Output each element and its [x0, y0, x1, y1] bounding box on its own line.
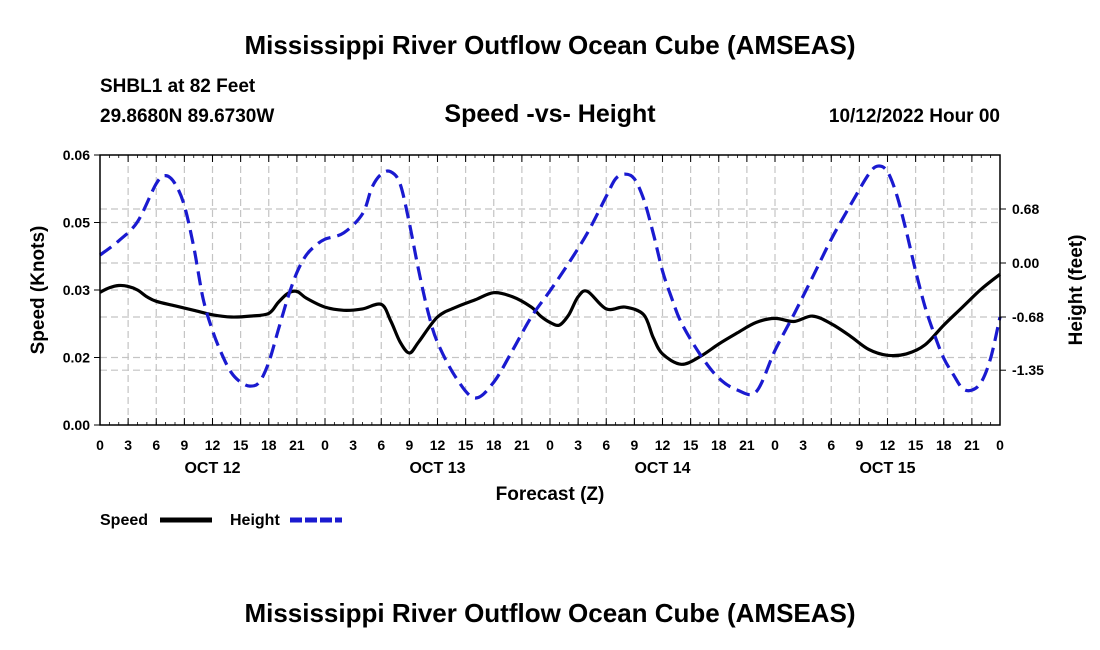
x-tick-label: 6 [602, 437, 610, 453]
x-tick-label: 21 [289, 437, 305, 453]
x-tick-label: 9 [180, 437, 188, 453]
x-tick-label: 3 [124, 437, 132, 453]
x-tick-label: 15 [458, 437, 474, 453]
x-day-label: OCT 13 [409, 460, 465, 477]
x-tick-label: 3 [799, 437, 807, 453]
main-title: Mississippi River Outflow Ocean Cube (AM… [244, 30, 856, 60]
x-day-label: OCT 15 [859, 460, 915, 477]
legend-label-speed: Speed [100, 512, 148, 529]
x-tick-label: 12 [430, 437, 446, 453]
y-axis-label: Speed (Knots) [28, 226, 49, 355]
x-tick-label: 3 [574, 437, 582, 453]
y2-tick-label: -1.35 [1012, 362, 1044, 378]
y2-tick-label: 0.68 [1012, 201, 1039, 217]
x-tick-label: 18 [936, 437, 952, 453]
x-tick-label: 12 [205, 437, 221, 453]
y2-axis-label: Height (feet) [1066, 235, 1087, 346]
x-tick-label: 12 [655, 437, 671, 453]
y-tick-label: 0.03 [63, 282, 90, 298]
series-line-speed [99, 273, 1001, 366]
y-tick-label: 0.06 [63, 147, 90, 163]
y2-tick-label: -0.68 [1012, 309, 1044, 325]
x-axis-label: Forecast (Z) [496, 484, 605, 505]
x-tick-label: 15 [233, 437, 249, 453]
forecast-date: 10/12/2022 Hour 00 [828, 106, 1000, 127]
x-tick-label: 9 [855, 437, 863, 453]
tick-layer: 0 3 6 9 12 15 18 21 0 3 6 9 12 15 18 21 0 3 6 9 12 15 18 21 0 3 6 9… [63, 147, 1044, 477]
plot-title: Speed -vs- Height [444, 100, 656, 128]
legend: Speed Height [100, 512, 342, 529]
x-tick-label: 21 [739, 437, 755, 453]
x-tick-label: 21 [514, 437, 530, 453]
series-layer [99, 164, 1002, 400]
legend-label-height: Height [230, 512, 280, 529]
x-tick-label: 3 [349, 437, 357, 453]
repeat-title: Mississippi River Outflow Ocean Cube (AM… [244, 598, 856, 628]
x-tick-label: 12 [880, 437, 896, 453]
x-tick-label: 0 [996, 437, 1004, 453]
y-tick-label: 0.05 [63, 215, 90, 231]
x-tick-label: 15 [683, 437, 699, 453]
x-tick-label: 0 [321, 437, 329, 453]
x-tick-label: 6 [377, 437, 385, 453]
y2-tick-label: 0.00 [1012, 255, 1039, 271]
x-tick-label: 0 [546, 437, 554, 453]
x-tick-label: 6 [827, 437, 835, 453]
grid-layer [100, 155, 1000, 425]
x-tick-label: 18 [261, 437, 277, 453]
x-tick-label: 0 [771, 437, 779, 453]
y-tick-label: 0.02 [63, 350, 90, 366]
y-tick-label: 0.00 [63, 417, 90, 433]
station-label: SHBL1 at 82 Feet [100, 76, 256, 97]
x-tick-label: 6 [152, 437, 160, 453]
x-tick-label: 9 [630, 437, 638, 453]
x-day-label: OCT 14 [634, 460, 690, 477]
coordinates-label: 29.8680N 89.6730W [100, 106, 275, 127]
x-tick-label: 9 [405, 437, 413, 453]
x-tick-label: 18 [711, 437, 727, 453]
x-tick-label: 21 [964, 437, 980, 453]
x-tick-label: 0 [96, 437, 104, 453]
x-day-label: OCT 12 [184, 460, 240, 477]
x-tick-label: 18 [486, 437, 502, 453]
x-tick-label: 15 [908, 437, 924, 453]
